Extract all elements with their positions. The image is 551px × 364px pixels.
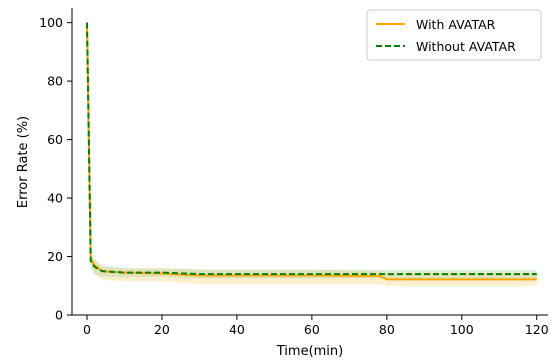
series-lines	[85, 22, 537, 281]
series-line-without-avatar	[85, 22, 537, 276]
x-tick-label: 80	[379, 322, 395, 337]
x-tick-label: 40	[229, 322, 245, 337]
x-tick-label: 100	[450, 322, 474, 337]
x-tick-label: 0	[83, 322, 91, 337]
x-tick-label: 120	[525, 322, 549, 337]
legend-label-with-avatar: With AVATAR	[416, 17, 496, 32]
y-tick-label: 80	[47, 74, 63, 89]
series-line-with-avatar	[85, 22, 537, 281]
y-tick-label: 100	[39, 15, 63, 30]
x-ticks: 0 20 40 60 80 100 120	[83, 315, 549, 337]
legend-label-without-avatar: Without AVATAR	[416, 39, 516, 54]
axes	[71, 8, 548, 316]
y-tick-label: 20	[47, 249, 63, 264]
band-with-avatar	[86, 22, 537, 286]
y-axis-label: Error Rate (%)	[16, 116, 31, 208]
band-without-avatar	[86, 22, 537, 279]
x-tick-label: 20	[154, 322, 170, 337]
x-axis-label: Time(min)	[276, 344, 343, 359]
y-tick-label: 60	[47, 132, 63, 147]
y-tick-label: 40	[47, 191, 63, 206]
confidence-bands	[86, 22, 537, 286]
legend-frame	[366, 9, 542, 61]
y-ticks: 0 20 40 60 80 100	[39, 15, 72, 323]
x-tick-label: 60	[304, 322, 320, 337]
legend: With AVATAR Without AVATAR	[366, 9, 542, 61]
y-tick-label: 0	[55, 308, 63, 323]
